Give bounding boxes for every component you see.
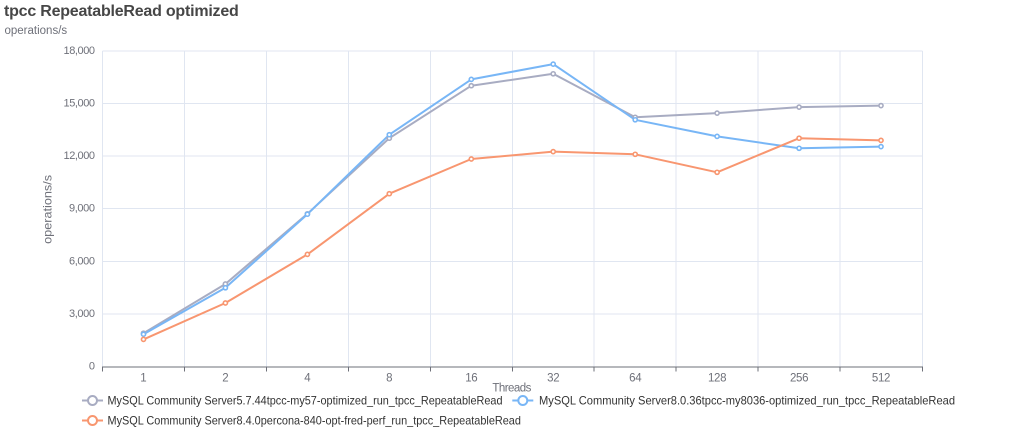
svg-text:MySQL Community Server8.0.36tp: MySQL Community Server8.0.36tpcc-my8036-…: [539, 393, 955, 407]
svg-text:MySQL Community Server5.7.44tp: MySQL Community Server5.7.44tpcc-my57-op…: [108, 393, 503, 407]
svg-text:15,000: 15,000: [64, 98, 96, 110]
svg-text:64: 64: [629, 373, 642, 385]
svg-text:6,000: 6,000: [69, 255, 95, 267]
svg-text:12,000: 12,000: [64, 150, 96, 162]
svg-text:256: 256: [790, 373, 808, 385]
svg-text:1: 1: [140, 373, 146, 385]
svg-text:MySQL Community Server8.4.0per: MySQL Community Server8.4.0percona-840-o…: [108, 413, 521, 427]
svg-text:4: 4: [304, 373, 311, 385]
svg-text:128: 128: [708, 373, 726, 385]
svg-text:Threads: Threads: [492, 383, 531, 395]
svg-text:8: 8: [386, 373, 392, 385]
svg-text:16: 16: [465, 373, 477, 385]
svg-text:18,000: 18,000: [64, 45, 96, 57]
svg-text:9,000: 9,000: [69, 203, 95, 215]
svg-text:0: 0: [89, 361, 95, 373]
svg-text:512: 512: [872, 373, 890, 385]
svg-text:3,000: 3,000: [69, 308, 95, 320]
svg-text:operations/s: operations/s: [41, 175, 55, 244]
svg-text:2: 2: [222, 373, 228, 385]
svg-text:32: 32: [547, 373, 559, 385]
